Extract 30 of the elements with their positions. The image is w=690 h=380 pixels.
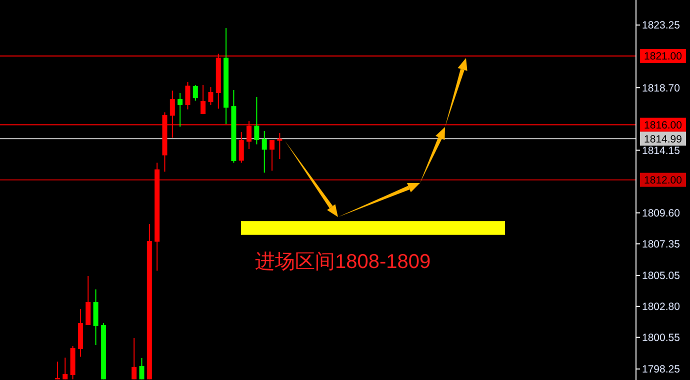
candlestick bbox=[270, 140, 275, 172]
candlestick bbox=[208, 86, 214, 106]
candlestick bbox=[192, 84, 198, 102]
annotation: 进场区间1808-1809 bbox=[255, 251, 431, 273]
candlestick bbox=[185, 82, 190, 110]
y-tick-label: 1818.70 bbox=[642, 82, 680, 94]
candlestick bbox=[93, 288, 98, 346]
y-tick-label: 1802.80 bbox=[642, 301, 680, 314]
ref-line-label: 1816.00 bbox=[644, 119, 682, 132]
y-tick-label: 1823.25 bbox=[642, 20, 680, 32]
candlestick bbox=[54, 361, 60, 380]
ref-line-label: 1821.00 bbox=[644, 50, 682, 63]
candlestick bbox=[132, 338, 137, 380]
candlestick bbox=[139, 357, 144, 380]
candlestick bbox=[62, 357, 68, 380]
y-tick-label: 1814.15 bbox=[642, 144, 680, 157]
candlestick bbox=[178, 92, 183, 128]
candlestick bbox=[200, 84, 206, 115]
candlestick bbox=[86, 275, 91, 326]
candlestick bbox=[238, 132, 244, 164]
ref-line-label: 1812.00 bbox=[644, 174, 682, 186]
y-tick-label: 1798.25 bbox=[642, 364, 680, 376]
candlestick bbox=[254, 96, 260, 145]
candlestick bbox=[262, 130, 267, 174]
y-tick-label: 1800.55 bbox=[642, 332, 680, 344]
candlestick bbox=[277, 132, 282, 160]
y-tick-label: 1809.60 bbox=[642, 208, 680, 220]
y-tick-label: 1807.35 bbox=[642, 238, 680, 250]
ref-line-label: 1814.99 bbox=[644, 133, 682, 146]
y-tick-label: 1805.05 bbox=[642, 270, 680, 282]
